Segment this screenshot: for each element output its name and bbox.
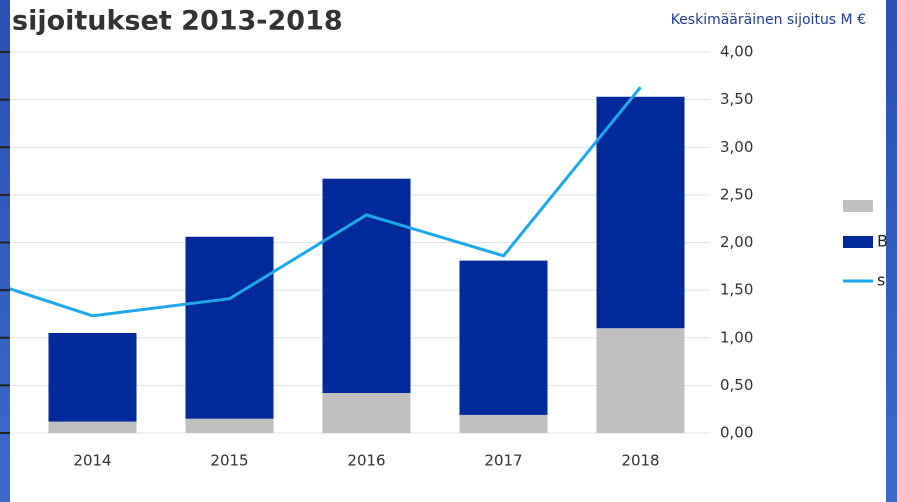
y-tick-label: 0,50 [720,376,753,394]
y-tick-label: 0,00 [720,424,753,442]
line-series [10,86,642,318]
bar [459,260,548,415]
legend-swatch [843,200,873,212]
bar [596,328,685,433]
bar [322,178,411,393]
x-tick-label: 2015 [210,452,248,470]
bar [322,392,411,433]
y-tick-label: 1,00 [720,328,753,346]
legend-label: s [877,271,885,290]
legend-label: B [877,232,888,251]
bar [596,96,685,329]
panel [10,0,886,502]
y-tick-label: 3,50 [720,90,753,108]
y-tick-label: 2,00 [720,233,753,251]
chart-title: sijoitukset 2013-2018 [12,6,343,37]
x-tick-label: 2018 [621,452,659,470]
y-tick-label: 3,00 [720,138,753,156]
bar [185,236,274,419]
y-tick-label: 1,50 [720,281,753,299]
x-tick-label: 2016 [347,452,385,470]
bar [48,421,137,433]
legend-swatch [843,236,873,248]
bar [459,414,548,433]
x-tick-label: 2014 [73,452,111,470]
y-axis-title: Keskimääräinen sijoitus M € [671,12,866,28]
bar [48,332,137,422]
y-tick-label: 2,50 [720,185,753,203]
bar [185,418,274,433]
plot-area [10,51,710,434]
x-tick-label: 2017 [484,452,522,470]
y-tick-label: 4,00 [720,43,753,61]
